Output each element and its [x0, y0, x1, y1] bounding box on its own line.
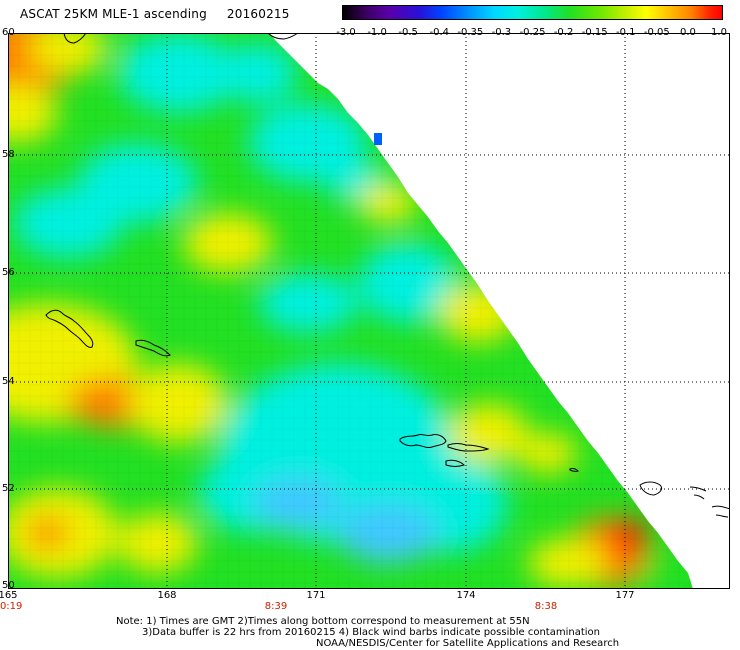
lat-label: 50	[2, 580, 15, 591]
coast-top-mid	[267, 33, 299, 40]
lat-label: 56	[2, 267, 15, 278]
lon-label: 177	[615, 590, 635, 601]
colorbar-label: 0.0	[679, 27, 696, 38]
island-near-small	[447, 443, 490, 452]
map-border	[8, 33, 730, 589]
low-value-pixel	[374, 133, 382, 145]
colorbar-label: -0.5	[398, 27, 418, 38]
map-title: ASCAT 25KM MLE-1 ascending 20160215	[20, 7, 290, 21]
island-rat-small	[569, 468, 579, 472]
lat-label: 52	[2, 483, 15, 494]
time-label: 10:19	[0, 601, 23, 612]
island-rat-3	[693, 494, 705, 500]
footer-note-1: Note: 1) Times are GMT 2)Times along bot…	[116, 616, 530, 627]
colorbar-label: -0.05	[643, 27, 670, 38]
wind-field-map	[8, 33, 730, 589]
island-rat-2	[689, 486, 707, 492]
lat-label: 54	[2, 376, 15, 387]
colorbar-label: -0.15	[581, 27, 608, 38]
colorbar-label: -3.0	[336, 27, 356, 38]
colorbar-label: -0.3	[491, 27, 512, 38]
island-amchitka-2	[715, 514, 729, 518]
lat-label: 58	[2, 149, 15, 160]
footer-note-2: 3)Data buffer is 22 hrs from 20160215 4)…	[142, 627, 600, 638]
colorbar	[342, 5, 723, 20]
lon-label: 174	[456, 590, 476, 601]
coast-top-left	[63, 33, 87, 44]
colorbar-label: 1.0	[711, 27, 727, 38]
island-attu-agattu	[399, 433, 447, 449]
island-amchitka	[711, 505, 730, 510]
time-label: 8:39	[264, 601, 288, 612]
colorbar-label: -0.4	[429, 27, 450, 38]
footer-credit: NOAA/NESDIS/Center for Satellite Applica…	[316, 638, 620, 649]
pixel-grid	[8, 33, 693, 589]
time-label: 8:38	[534, 601, 558, 612]
lat-lon-grid	[8, 33, 730, 589]
lon-label: 171	[306, 590, 326, 601]
island-commander-bering	[45, 309, 94, 348]
lon-label: 168	[157, 590, 177, 601]
lat-label: 60	[2, 27, 15, 38]
island-medny	[135, 339, 171, 357]
lon-label: 165	[0, 590, 18, 601]
colorbar-label: -1.0	[367, 27, 387, 38]
coastlines	[45, 33, 730, 518]
map-panel	[8, 33, 730, 589]
island-semichi	[445, 459, 465, 467]
colorbar-label: -0.2	[553, 27, 574, 38]
colorbar-label: -0.1	[615, 27, 636, 38]
island-kiska	[639, 481, 663, 496]
colorbar-label: -0.25	[519, 27, 546, 38]
colorbar-label: -0.35	[457, 27, 484, 38]
